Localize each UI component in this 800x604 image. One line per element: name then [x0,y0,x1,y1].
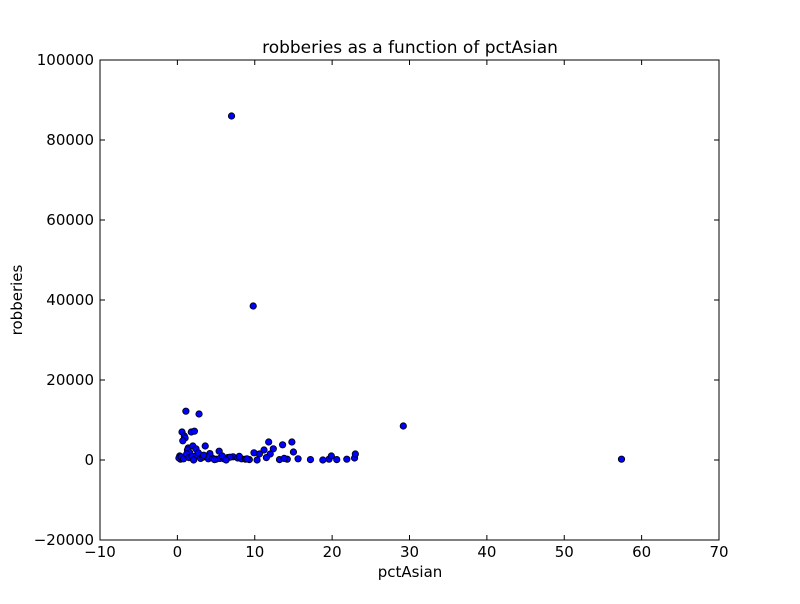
data-point [289,448,298,456]
y-tick-label: 80000 [46,131,94,149]
data-point [351,450,359,458]
data-point [179,437,187,445]
y-axis-label: robberies [8,264,26,335]
x-tick-label: −10 [84,543,116,561]
data-point [399,422,407,430]
data-point [288,438,296,446]
data-point [201,442,209,450]
data-point [195,410,203,418]
data-point [294,455,302,463]
x-tick-label: 20 [323,543,342,561]
data-point [190,427,198,435]
y-tick-label: 100000 [37,51,94,69]
data-point [210,455,219,464]
data-point [249,302,257,310]
data-point [200,451,208,459]
x-tick-label: 50 [555,543,574,561]
data-point [235,452,243,460]
data-point [250,449,258,457]
y-tick-label: 40000 [46,291,94,309]
data-point [306,455,315,464]
x-tick-label: 10 [245,543,264,561]
data-point [279,441,287,449]
data-point [280,454,288,462]
data-point [343,455,351,463]
data-point [617,455,626,463]
data-point [253,456,261,464]
y-tick-label: 0 [84,451,94,469]
data-point [222,456,230,464]
data-point [262,453,270,462]
x-tick-label: 0 [173,543,183,561]
x-axis-label: pctAsian [378,563,443,581]
data-point [227,112,236,120]
data-points [175,112,626,464]
data-point [265,438,273,446]
data-point [190,456,198,464]
y-tick-label: 20000 [46,371,94,389]
x-tick-label: 60 [632,543,651,561]
axis-ticks: −10 0 10 20 30 40 50 60 70 −20000 0 20000 40000 60000… [34,51,729,561]
chart-title: robberies as a function of pctAsian [262,38,558,58]
x-tick-label: 30 [400,543,419,561]
plot-frame [99,59,720,541]
y-tick-label: −20000 [34,531,94,549]
x-tick-label: 40 [477,543,496,561]
x-tick-label: 70 [709,543,728,561]
data-point [260,446,268,454]
data-point [333,455,341,464]
data-point [243,455,251,463]
data-point [327,452,335,460]
data-point [319,456,327,464]
data-point [269,445,277,453]
y-tick-label: 60000 [46,211,94,229]
data-point [182,407,190,415]
